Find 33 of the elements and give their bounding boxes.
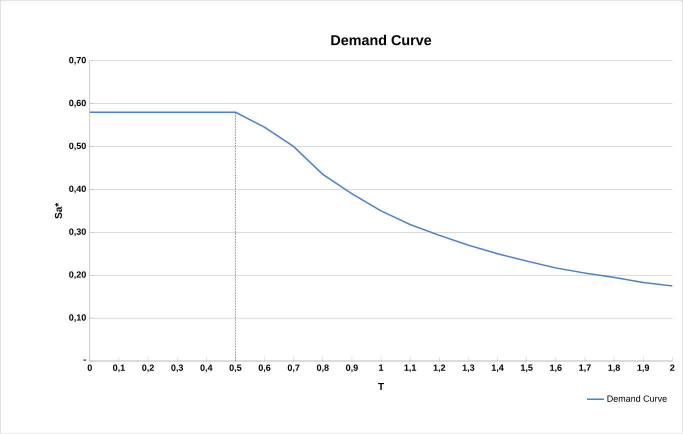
y-tick-label: 0,70: [69, 57, 86, 65]
x-tick-label: 1,2: [434, 364, 446, 372]
legend-label: Demand Curve: [607, 395, 667, 402]
chart-title: Demand Curve: [331, 34, 432, 46]
x-tick-label: 1,5: [520, 364, 533, 372]
x-tick-label: 1,8: [608, 364, 620, 372]
x-tick-label: 0,3: [171, 364, 184, 372]
x-tick-label: 1: [379, 364, 384, 371]
x-tick-label: 1,1: [404, 364, 416, 372]
y-tick-label: 0,20: [69, 271, 86, 280]
y-tick-label: 0,50: [69, 142, 86, 150]
x-tick-label: 0,7: [288, 364, 300, 372]
x-tick-label: 1,6: [550, 364, 562, 372]
y-axis-title: Sa*: [54, 202, 62, 219]
x-tick-label: 0: [88, 364, 92, 371]
y-tick-label: 0,60: [69, 100, 86, 108]
x-axis-title: T: [378, 383, 384, 390]
x-tick-label: 0,4: [200, 364, 212, 372]
x-tick-label: 1,3: [462, 364, 474, 372]
x-tick-label: 0,6: [258, 364, 270, 372]
x-tick-label: 0,1: [113, 364, 125, 372]
y-tick-label: 0,40: [69, 186, 86, 194]
x-tick-label: 0,8: [316, 364, 329, 372]
x-tick-label: 2: [670, 364, 674, 371]
x-tick-label: 0,5: [230, 364, 242, 372]
x-tick-label: 0,9: [346, 364, 358, 372]
y-tick-label: -: [84, 360, 86, 361]
x-tick-label: 0,2: [142, 364, 154, 372]
x-tick-label: 1,4: [492, 364, 504, 372]
x-tick-label: 1,9: [637, 364, 650, 372]
y-tick-label: 0,10: [69, 314, 86, 322]
x-tick-label: 1,7: [579, 364, 591, 372]
y-tick-label: 0,30: [69, 228, 86, 236]
